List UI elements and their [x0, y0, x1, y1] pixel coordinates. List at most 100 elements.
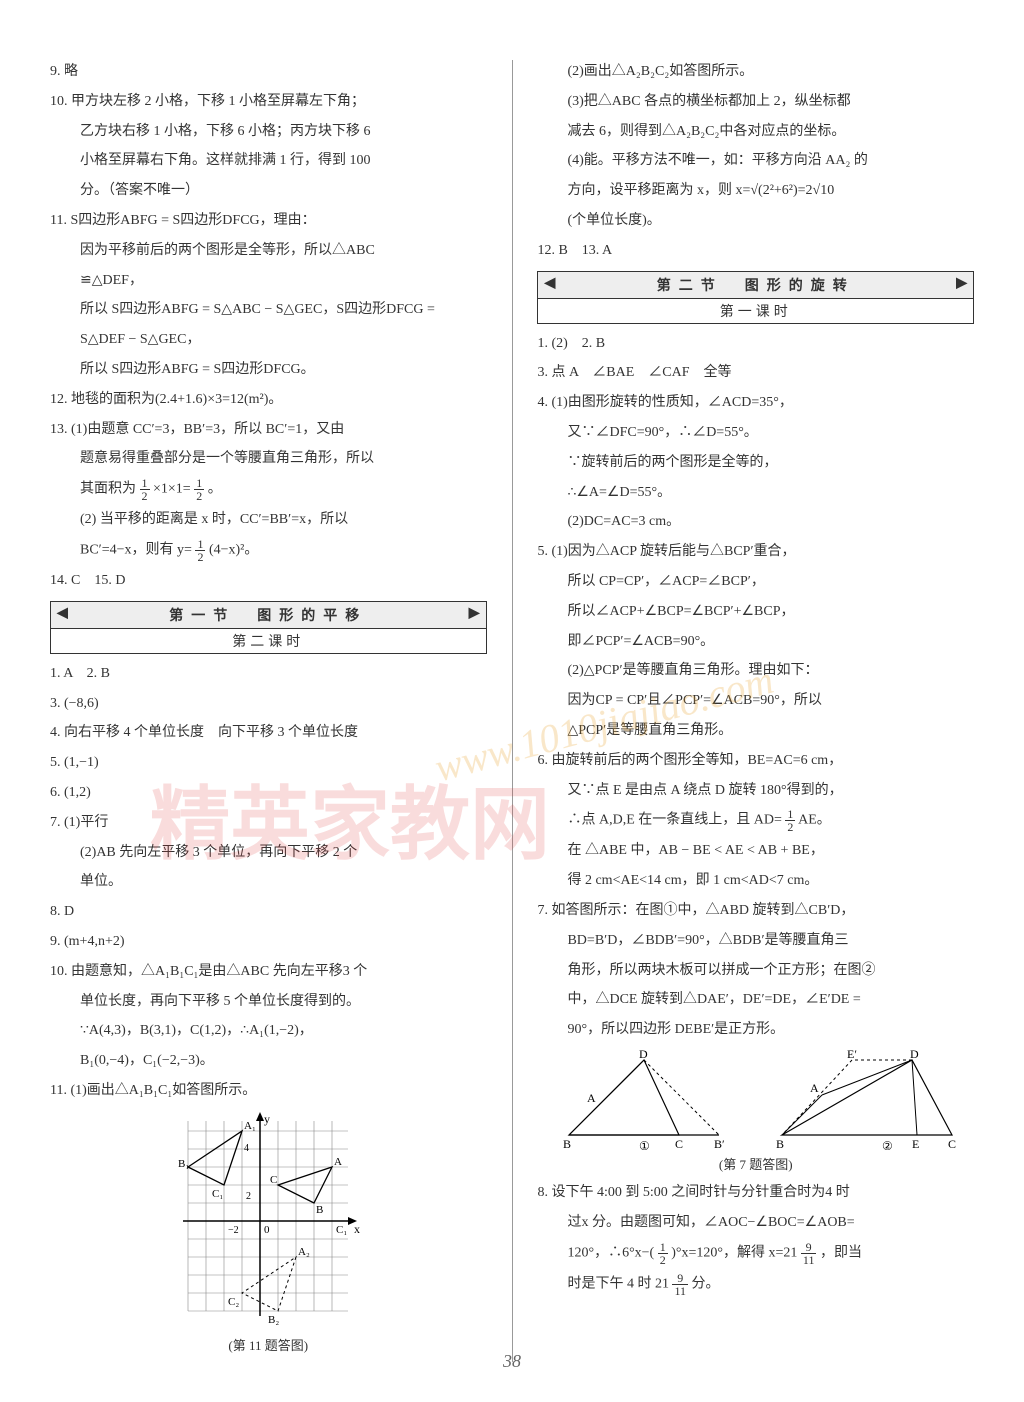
s2-q4-l1: 4. (1)由图形旋转的性质知，∠ACD=35°，: [537, 391, 974, 415]
q13-l3-pre: 其面积为: [80, 482, 136, 497]
svg-text:①: ①: [639, 1139, 650, 1150]
r2-l2: 减去 6，则得到△A₂B₂C₂中各对应点的坐标。: [537, 120, 974, 144]
q13-l3-end: 。: [208, 482, 222, 497]
label-A1: A₁: [244, 1120, 256, 1132]
q11-line5: S△DEF − S△GEC，: [50, 328, 487, 352]
label-C2: C₂: [228, 1296, 239, 1308]
s2-q6-l1: 6. 由旋转前后的两个图形全等知，BE=AC=6 cm，: [537, 749, 974, 773]
q11-line6: 所以 S四边形ABFG = S四边形DFCG。: [50, 358, 487, 382]
triangle-1-svg: D A B C B′ ①: [549, 1050, 739, 1150]
q10-line1: 10. 甲方块左移 2 小格，下移 1 小格至屏幕左下角；: [50, 90, 487, 114]
grid-chart-svg: y x 0 A₁ A B₁ C₁ B C A₂ B₂ C₂ C₁ 2 4 −2: [168, 1111, 368, 1331]
figure-7: D A B C B′ ① E′ D A B: [537, 1050, 974, 1173]
s2-q7-l5: 90°，所以四边形 DEBE′是正方形。: [537, 1018, 974, 1042]
svg-text:D: D: [639, 1050, 648, 1061]
s1-q1: 1. A 2. B: [50, 662, 487, 686]
q11-line2: 因为平移前后的两个图形是全等形，所以△ABC: [50, 239, 487, 263]
s2-q5-l5: (2)△PCP′是等腰直角三角形。理由如下：: [537, 659, 974, 683]
q13-l5-pre: BC′=4−x，则有 y=: [80, 543, 192, 558]
label-C: C: [270, 1174, 277, 1186]
right-column: (2)画出△A₂B₂C₂如答图所示。 (3)把△ABC 各点的横坐标都加上 2，…: [537, 60, 974, 1362]
label-C1: C₁: [212, 1188, 223, 1200]
q10-line4: 分。（答案不唯一）: [50, 179, 487, 203]
label-A: A: [334, 1156, 342, 1168]
s2-q8-l4-pre: 时是下午 4 时 21: [567, 1276, 669, 1291]
r3-l3: (个单位长度)。: [537, 209, 974, 233]
s1-q10-l2: 单位长度，再向下平移 5 个单位长度得到的。: [50, 990, 487, 1014]
s2-q3: 3. 点 A ∠BAE ∠CAF 全等: [537, 361, 974, 385]
q9-text: 9. 略: [50, 60, 487, 84]
column-divider: [512, 60, 513, 1362]
svg-text:B: B: [776, 1137, 784, 1150]
section-2-header: 第二节 图形的旋转 第一课时: [537, 271, 974, 324]
fraction-half-3: 12: [195, 538, 205, 563]
fraction-half-2: 12: [194, 477, 204, 502]
s2-q4-l2: 又∵∠DFC=90°，∴∠D=55°。: [537, 421, 974, 445]
svg-text:C: C: [948, 1137, 956, 1150]
r-q12: 12. B 13. A: [537, 239, 974, 263]
fraction-9-11: 911: [801, 1241, 817, 1266]
s2-q5-l1: 5. (1)因为△ACP 旋转后能与△BCP′重合，: [537, 540, 974, 564]
label-B: B: [316, 1204, 323, 1216]
s2-q8-l3-post: ，即当: [820, 1245, 862, 1260]
s2-q6-l3-post: AE。: [798, 813, 831, 828]
s1-q7-l1: 7. (1)平行: [50, 811, 487, 835]
s1-q9: 9. (m+4,n+2): [50, 930, 487, 954]
s2-q5-l3: 所以∠ACP+∠BCP=∠BCP′+∠BCP，: [537, 600, 974, 624]
q12-text: 12. 地毯的面积为(2.4+1.6)×3=12(m²)。: [50, 388, 487, 412]
s2-q8-l4-post: 分。: [692, 1276, 720, 1291]
s2-q6-l5: 得 2 cm<AE<14 cm，即 1 cm<AD<7 cm。: [537, 869, 974, 893]
s2-q8-l3-pre: 120°，∴6°x−(: [567, 1245, 654, 1260]
label-A2: A₂: [298, 1246, 310, 1258]
s1-q4: 4. 向右平移 4 个单位长度 向下平移 3 个单位长度: [50, 721, 487, 745]
axis-y-label: y: [264, 1112, 270, 1126]
s2-q8-l1: 8. 设下午 4:00 到 5:00 之间时针与分针重合时为4 时: [537, 1181, 974, 1205]
q10-line3: 小格至屏幕右下角。这样就排满 1 行，得到 100: [50, 149, 487, 173]
s2-q5-l7: △PCP′是等腰直角三角形。: [537, 719, 974, 743]
s2-q7-l4: 中，△DCE 旋转到△DAE′，DE′=DE，∠E′DE =: [537, 988, 974, 1012]
tick-neg2: −2: [228, 1225, 239, 1236]
axis-x-label: x: [354, 1222, 360, 1236]
svg-text:E: E: [912, 1137, 919, 1150]
q13-l5-post: (4−x)²。: [209, 543, 258, 558]
s1-q8: 8. D: [50, 900, 487, 924]
q14-text: 14. C 15. D: [50, 569, 487, 593]
r3-l2: 方向，设平移距离为 x，则 x=√(2²+6²)=2√10: [537, 179, 974, 203]
s1-q11-l1: 11. (1)画出△A₁B₁C₁如答图所示。: [50, 1079, 487, 1103]
tick-4: 4: [244, 1143, 249, 1154]
s2-q5-l4: 即∠PCP′=∠ACB=90°。: [537, 630, 974, 654]
fraction-half-5: 12: [658, 1241, 668, 1266]
q10-line2: 乙方块右移 1 小格，下移 6 小格；丙方块下移 6: [50, 120, 487, 144]
svg-text:D: D: [910, 1050, 919, 1061]
s1-q10-l1: 10. 由题意知，△A₁B₁C₁是由△ABC 先向左平移3 个: [50, 960, 487, 984]
s1-q10-l3: ∵A(4,3)，B(3,1)，C(1,2)，∴A₁(1,−2)，: [50, 1019, 487, 1043]
s2-q4-l3: ∵旋转前后的两个图形是全等的，: [537, 451, 974, 475]
q11-line3: ≌△DEF，: [50, 269, 487, 293]
s2-q6-l3-pre: ∴点 A,D,E 在一条直线上，且 AD=: [567, 813, 781, 828]
s2-q6-l4: 在 △ABE 中，AB − BE < AE < AB + BE，: [537, 839, 974, 863]
s2-q4-l4: ∴∠A=∠D=55°。: [537, 481, 974, 505]
q13-line3: 其面积为 12 ×1×1= 12 。: [50, 477, 487, 502]
svg-text:B: B: [563, 1137, 571, 1150]
r2-l1: (3)把△ABC 各点的横坐标都加上 2，纵坐标都: [537, 90, 974, 114]
q11-line1: 11. S四边形ABFG = S四边形DFCG，理由：: [50, 209, 487, 233]
svg-text:A: A: [810, 1081, 819, 1095]
svg-text:A: A: [587, 1091, 596, 1105]
r3-l1: (4)能。平移方法不唯一，如：平移方向沿 AA₂ 的: [537, 149, 974, 173]
left-column: 9. 略 10. 甲方块左移 2 小格，下移 1 小格至屏幕左下角； 乙方块右移…: [50, 60, 487, 1362]
s2-q6-l3: ∴点 A,D,E 在一条直线上，且 AD= 12 AE。: [537, 808, 974, 833]
label-B1: B₁: [178, 1158, 189, 1170]
figure-11: y x 0 A₁ A B₁ C₁ B C A₂ B₂ C₂ C₁ 2 4 −2 …: [50, 1111, 487, 1354]
s2-q7-l2: BD=B′D，∠BDB′=90°，△BDB′是等腰直角三: [537, 929, 974, 953]
q11-line4: 所以 S四边形ABFG = S△ABC − S△GEC，S四边形DFCG =: [50, 298, 487, 322]
triangle-2-svg: E′ D A B E C ②: [762, 1050, 962, 1150]
svg-text:B′: B′: [714, 1137, 725, 1150]
q13-l3-post: ×1×1=: [153, 482, 191, 497]
section-2-title: 第二节 图形的旋转: [538, 272, 973, 299]
s2-q7-l1: 7. 如答图所示：在图①中，△ABD 旋转到△CB′D，: [537, 899, 974, 923]
q13-line2: 题意易得重叠部分是一个等腰直角三角形，所以: [50, 447, 487, 471]
s1-q5: 5. (1,−1): [50, 751, 487, 775]
s2-q5-l2: 所以 CP=CP′，∠ACP=∠BCP′，: [537, 570, 974, 594]
s1-q7-l2: (2)AB 先向左平移 3 个单位，再向下平移 2 个: [50, 841, 487, 865]
s2-q7-l3: 角形，所以两块木板可以拼成一个正方形；在图②: [537, 959, 974, 983]
